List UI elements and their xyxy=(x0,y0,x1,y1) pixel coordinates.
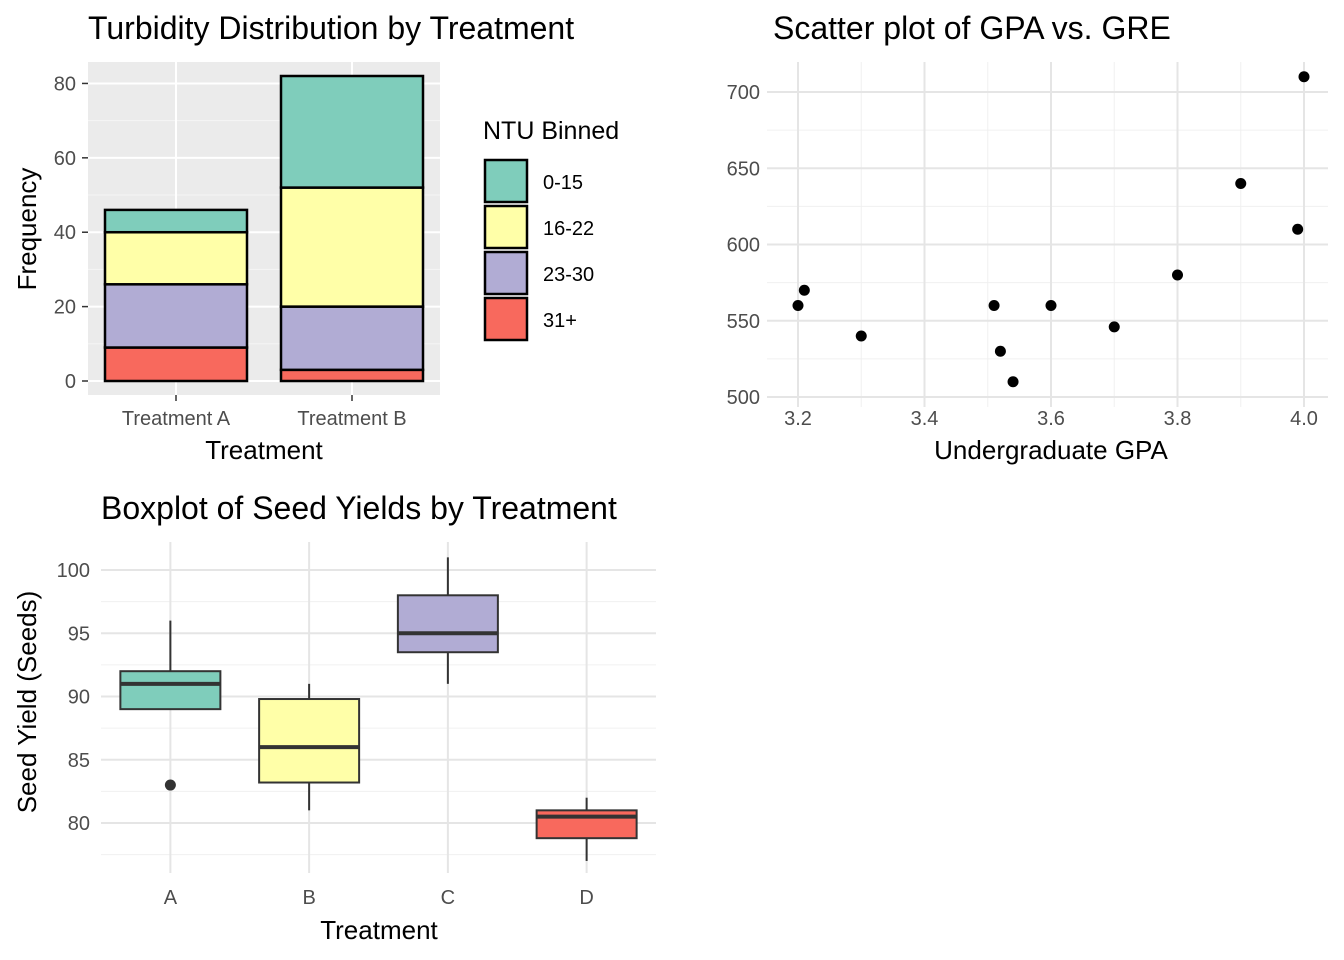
legend-key-23-30 xyxy=(483,250,529,296)
x-tick-label: 3.8 xyxy=(1164,408,1192,430)
gpa-gre-chart-title: Scatter plot of GPA vs. GRE xyxy=(773,10,1171,46)
x-tick-label: 3.2 xyxy=(784,408,812,430)
y-tick-label: 20 xyxy=(54,297,76,319)
box-C xyxy=(396,594,499,654)
data-point xyxy=(994,345,1006,357)
y-tick-label: 0 xyxy=(65,371,76,393)
seed-x-axis-title: Treatment xyxy=(320,915,438,945)
legend-key-31+ xyxy=(483,296,529,342)
bar-segment-23-30 xyxy=(279,305,425,372)
turbidity-chart: Turbidity Distribution by Treatment 0 20 4… xyxy=(12,10,619,465)
x-tick-label: 3.4 xyxy=(911,408,939,430)
bar-segment-23-30 xyxy=(103,283,249,349)
turbidity-x-axis-title: Treatment xyxy=(205,435,323,465)
outlier-point xyxy=(164,779,176,791)
legend-label: 23-30 xyxy=(543,264,594,286)
x-tick-label: Treatment A xyxy=(122,408,231,430)
box-D xyxy=(535,809,638,840)
legend-title: NTU Binned xyxy=(483,117,619,145)
y-tick-label: 550 xyxy=(727,311,760,333)
legend-key-16-22 xyxy=(483,204,529,250)
bar-segment-31+ xyxy=(279,368,425,383)
x-tick-label: D xyxy=(579,887,593,909)
y-tick-label: 80 xyxy=(54,73,76,95)
data-point xyxy=(988,300,1000,311)
x-tick-label: B xyxy=(302,887,315,909)
data-point xyxy=(855,330,867,342)
y-tick-label: 85 xyxy=(68,750,90,772)
bar-segment-16-22 xyxy=(279,186,425,308)
y-tick-label: 650 xyxy=(727,158,760,180)
y-tick-label: 700 xyxy=(727,82,760,104)
data-point xyxy=(1108,321,1120,333)
y-tick-label: 100 xyxy=(57,560,90,582)
x-tick-label: 3.6 xyxy=(1037,408,1065,430)
data-point xyxy=(1045,300,1057,311)
x-tick-label: A xyxy=(164,887,178,909)
turbidity-y-axis-title: Frequency xyxy=(12,168,42,291)
data-point xyxy=(1172,269,1183,281)
data-point xyxy=(1007,376,1019,388)
y-tick-label: 80 xyxy=(68,813,90,835)
legend-label: 31+ xyxy=(543,310,577,332)
y-tick-label: 60 xyxy=(54,148,76,170)
data-point xyxy=(1235,178,1247,189)
y-tick-label: 95 xyxy=(68,623,90,645)
data-point xyxy=(1298,71,1310,83)
turbidity-chart-title: Turbidity Distribution by Treatment xyxy=(88,10,574,46)
bar-segment-0-15 xyxy=(279,74,425,189)
legend-label: 0-15 xyxy=(543,172,583,194)
data-point xyxy=(1292,223,1304,235)
seed-yield-chart: Boxplot of Seed Yields by Treatment 80 85… xyxy=(12,490,656,945)
x-tick-label: C xyxy=(441,887,455,909)
y-tick-label: 500 xyxy=(727,387,760,409)
x-tick-label: Treatment B xyxy=(297,408,406,430)
box-B xyxy=(258,698,361,784)
legend-key-0-15 xyxy=(483,158,529,204)
gpa-x-axis-title: Undergraduate GPA xyxy=(934,435,1168,465)
x-tick-label: 4.0 xyxy=(1290,408,1318,430)
data-point xyxy=(792,300,804,311)
bar-segment-16-22 xyxy=(103,230,249,286)
data-point xyxy=(798,284,810,296)
seed-y-axis-title: Seed Yield (Seeds) xyxy=(12,591,42,814)
gpa-gre-chart: Scatter plot of GPA vs. GRE 500 550 600 650… xyxy=(727,10,1328,465)
bar-segment-0-15 xyxy=(103,208,249,234)
legend-label: 16-22 xyxy=(543,218,594,240)
bar-segment-31+ xyxy=(103,346,249,383)
box-A xyxy=(119,670,222,711)
y-tick-label: 90 xyxy=(68,687,90,709)
y-tick-label: 40 xyxy=(54,222,76,244)
y-tick-label: 600 xyxy=(727,235,760,257)
seed-yield-chart-title: Boxplot of Seed Yields by Treatment xyxy=(101,490,617,526)
